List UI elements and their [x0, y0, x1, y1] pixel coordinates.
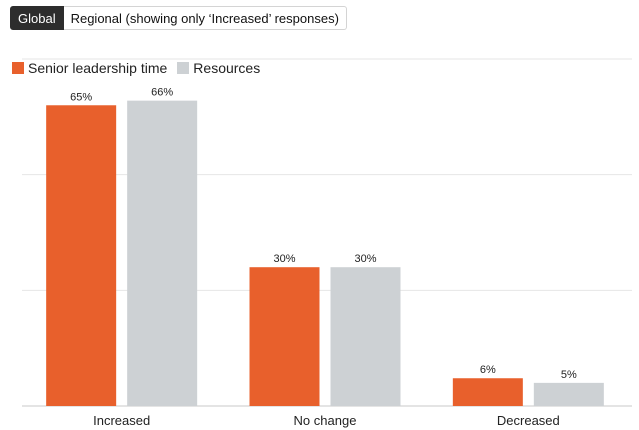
- tab-regional[interactable]: Regional (showing only ‘Increased’ respo…: [63, 6, 347, 30]
- chart-legend: Senior leadership time Resources: [12, 60, 270, 76]
- legend-swatch-resources: [177, 62, 190, 74]
- data-label-senior-leadership-time-0: 65%: [70, 91, 92, 103]
- legend-item-senior-leadership-time: Senior leadership time: [12, 60, 167, 76]
- bar-resources-1: [330, 267, 401, 406]
- tab-global[interactable]: Global: [10, 6, 64, 30]
- legend-label-resources: Resources: [193, 60, 261, 76]
- bar-senior-leadership-time-1: [249, 267, 320, 406]
- data-label-resources-2: 5%: [561, 369, 577, 381]
- bar-resources-0: [127, 100, 198, 406]
- data-label-resources-1: 30%: [354, 253, 376, 265]
- legend-item-resources: Resources: [177, 60, 260, 76]
- legend-swatch-senior-leadership-time: [12, 62, 24, 74]
- data-label-resources-0: 66%: [151, 87, 173, 99]
- x-tick-label-1: No change: [294, 413, 357, 428]
- bar-senior-leadership-time-2: [452, 378, 523, 406]
- x-tick-label-2: Decreased: [497, 413, 560, 428]
- legend-label-senior-leadership-time: Senior leadership time: [28, 60, 168, 76]
- data-label-senior-leadership-time-2: 6%: [480, 364, 496, 376]
- view-toggle: Global Regional (showing only ‘Increased…: [10, 6, 347, 30]
- x-tick-label-0: Increased: [93, 413, 150, 428]
- data-label-senior-leadership-time-1: 30%: [273, 253, 295, 265]
- bar-resources-2: [533, 382, 604, 406]
- bar-senior-leadership-time-0: [46, 105, 117, 407]
